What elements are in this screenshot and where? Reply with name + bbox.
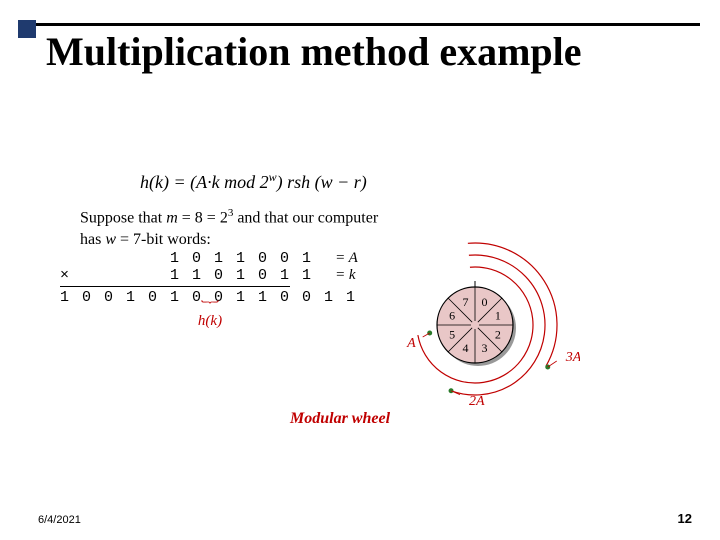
modular-wheel: 01 2345 67 A 2A 3A bbox=[380, 230, 580, 410]
svg-text:6: 6 bbox=[449, 309, 455, 323]
hash-formula: h(k) = (A·k mod 2w) rsh (w − r) bbox=[140, 170, 680, 193]
svg-text:4: 4 bbox=[463, 341, 469, 355]
svg-text:0: 0 bbox=[481, 295, 487, 309]
title-underline bbox=[36, 23, 700, 26]
eq-label-a: = A bbox=[335, 250, 358, 266]
svg-text:3: 3 bbox=[481, 341, 487, 355]
svg-text:3A: 3A bbox=[565, 350, 580, 365]
svg-text:1: 1 bbox=[495, 309, 501, 323]
svg-text:A: A bbox=[406, 336, 416, 351]
mult-operand-a: 1 0 1 1 0 0 1 bbox=[60, 250, 313, 267]
wheel-caption: Modular wheel bbox=[290, 410, 390, 428]
svg-text:2A: 2A bbox=[469, 394, 485, 409]
footer-date: 6/4/2021 bbox=[38, 514, 81, 526]
hk-label: h(k) bbox=[198, 313, 222, 329]
multiplication-block: 1 0 1 1 0 0 1 = A × 1 1 0 1 0 1 1 = k 1 … bbox=[60, 250, 358, 306]
slide-title: Multiplication method example bbox=[46, 30, 582, 74]
hk-brace: ︸ h(k) bbox=[187, 302, 233, 330]
suppose-line-1: Suppose that m = 8 = 23 and that our com… bbox=[80, 207, 680, 227]
mult-rule bbox=[60, 286, 290, 287]
brace-icon: ︸ bbox=[187, 304, 233, 311]
slide-bullet-icon bbox=[18, 20, 36, 38]
footer-page-number: 12 bbox=[678, 511, 692, 526]
svg-text:2: 2 bbox=[495, 327, 501, 341]
mult-operand-k: × 1 1 0 1 0 1 1 bbox=[60, 267, 313, 284]
eq-label-k: = k bbox=[335, 267, 356, 283]
svg-text:7: 7 bbox=[463, 295, 469, 309]
svg-text:5: 5 bbox=[449, 327, 455, 341]
wheel-svg: 01 2345 67 A 2A 3A bbox=[380, 230, 580, 420]
